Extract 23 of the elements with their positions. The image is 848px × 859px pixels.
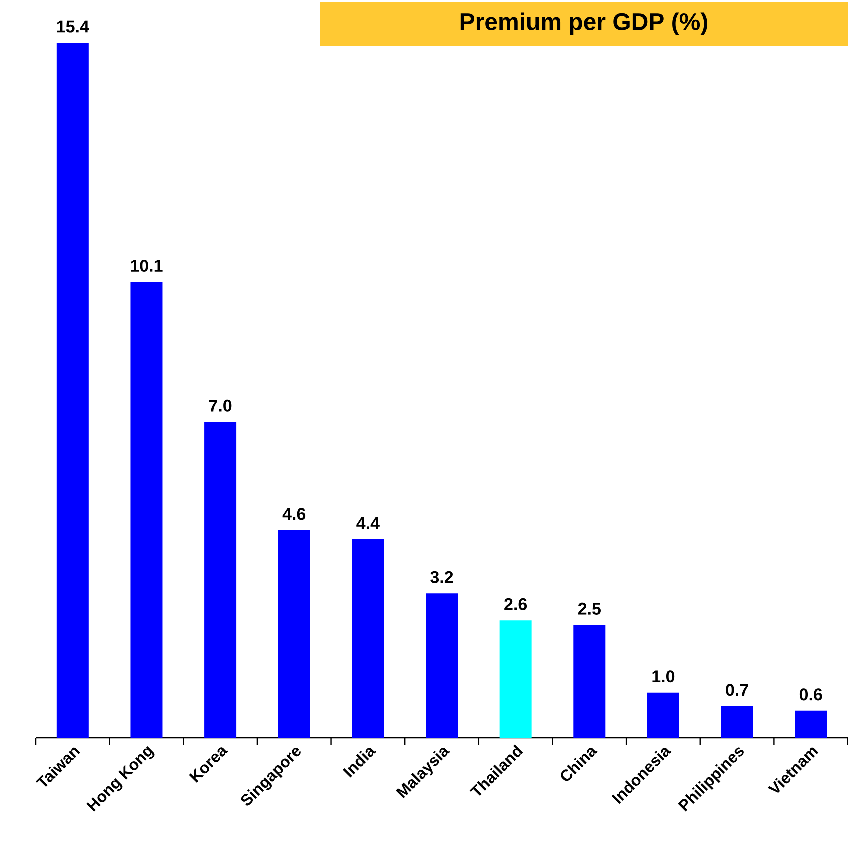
data-label: 10.1 xyxy=(131,260,163,272)
bar xyxy=(574,625,606,738)
data-label: 0.7 xyxy=(726,684,748,696)
bar xyxy=(721,706,754,738)
data-label: 2.5 xyxy=(578,602,601,615)
data-label: 4.6 xyxy=(282,508,306,520)
bar xyxy=(130,282,163,738)
data-label: 1.0 xyxy=(652,670,675,683)
bar xyxy=(204,422,237,738)
bar xyxy=(278,530,310,738)
bar xyxy=(352,539,384,738)
bar xyxy=(426,594,458,738)
bar xyxy=(500,620,532,738)
data-label: 3.2 xyxy=(430,571,454,584)
bar xyxy=(795,710,828,738)
data-label: 15.4 xyxy=(57,20,90,33)
data-label: 4.4 xyxy=(356,518,380,530)
data-label: 7.0 xyxy=(209,400,232,412)
bar xyxy=(56,42,89,738)
bar xyxy=(647,692,680,738)
data-label: 2.6 xyxy=(504,598,528,610)
chart-title: Premium per GDP (%) xyxy=(460,12,708,36)
data-label: 0.6 xyxy=(800,688,822,701)
